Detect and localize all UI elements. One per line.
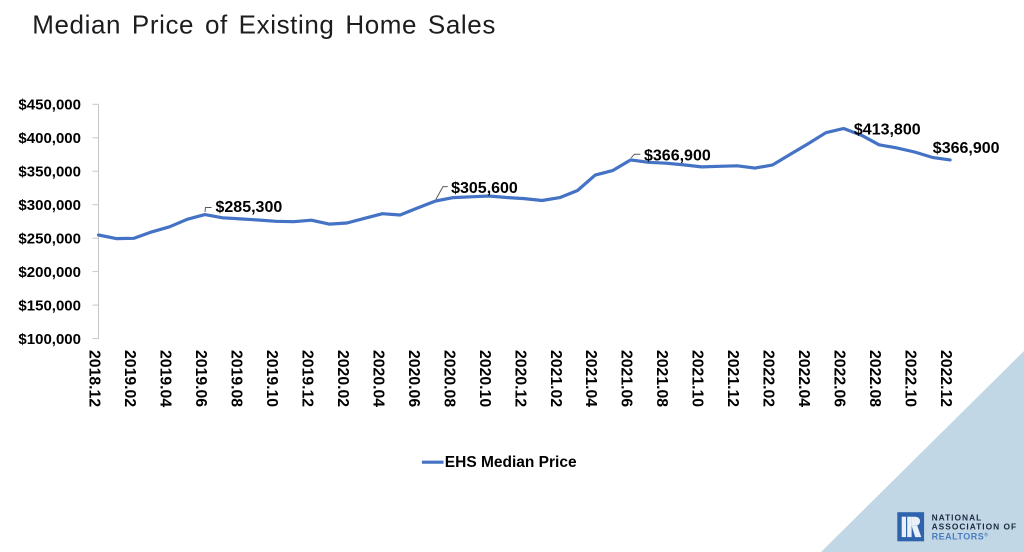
svg-text:2019.10: 2019.10 bbox=[263, 350, 280, 407]
svg-text:2018.12: 2018.12 bbox=[86, 350, 103, 407]
svg-text:2019.02: 2019.02 bbox=[121, 350, 138, 407]
svg-text:2019.08: 2019.08 bbox=[227, 350, 244, 407]
svg-text:$200,000: $200,000 bbox=[18, 264, 81, 281]
svg-text:2020.02: 2020.02 bbox=[334, 350, 351, 407]
svg-text:2022.08: 2022.08 bbox=[866, 350, 883, 407]
svg-text:2021.04: 2021.04 bbox=[582, 350, 599, 407]
svg-text:2019.12: 2019.12 bbox=[298, 350, 315, 407]
svg-text:2021.10: 2021.10 bbox=[689, 350, 706, 407]
svg-text:$350,000: $350,000 bbox=[18, 163, 81, 180]
svg-text:$250,000: $250,000 bbox=[18, 230, 81, 247]
svg-text:2020.04: 2020.04 bbox=[369, 350, 386, 407]
svg-text:2021.06: 2021.06 bbox=[618, 350, 635, 407]
svg-text:2021.08: 2021.08 bbox=[653, 350, 670, 407]
svg-text:2022.06: 2022.06 bbox=[831, 350, 848, 407]
svg-text:2020.06: 2020.06 bbox=[405, 350, 422, 407]
svg-text:ASSOCIATION OF: ASSOCIATION OF bbox=[932, 522, 1018, 532]
svg-text:EHS Median Price: EHS Median Price bbox=[445, 454, 577, 471]
svg-text:$413,800: $413,800 bbox=[854, 121, 921, 138]
svg-text:$300,000: $300,000 bbox=[18, 197, 81, 214]
svg-text:2020.08: 2020.08 bbox=[440, 350, 457, 407]
svg-text:2022.04: 2022.04 bbox=[795, 350, 812, 407]
svg-text:$285,300: $285,300 bbox=[216, 199, 283, 216]
svg-text:$305,600: $305,600 bbox=[451, 180, 518, 197]
svg-text:$100,000: $100,000 bbox=[18, 331, 81, 348]
svg-text:$366,900: $366,900 bbox=[933, 140, 1000, 157]
svg-text:NATIONAL: NATIONAL bbox=[932, 513, 983, 523]
svg-text:2021.12: 2021.12 bbox=[724, 350, 741, 407]
svg-text:$366,900: $366,900 bbox=[644, 148, 711, 165]
svg-text:REALTORS®: REALTORS® bbox=[932, 531, 989, 541]
svg-text:2019.06: 2019.06 bbox=[192, 350, 209, 407]
svg-text:2022.02: 2022.02 bbox=[760, 350, 777, 407]
svg-text:Median Price of Existing Home: Median Price of Existing Home Sales bbox=[32, 10, 496, 40]
svg-text:$150,000: $150,000 bbox=[18, 297, 81, 314]
svg-text:2020.10: 2020.10 bbox=[476, 350, 493, 407]
svg-text:2020.12: 2020.12 bbox=[511, 350, 528, 407]
svg-text:$400,000: $400,000 bbox=[18, 130, 81, 147]
svg-text:2019.04: 2019.04 bbox=[157, 350, 174, 407]
svg-text:2022.10: 2022.10 bbox=[902, 350, 919, 407]
svg-text:2021.02: 2021.02 bbox=[547, 350, 564, 407]
svg-text:$450,000: $450,000 bbox=[18, 97, 81, 114]
svg-text:2022.12: 2022.12 bbox=[937, 350, 954, 407]
